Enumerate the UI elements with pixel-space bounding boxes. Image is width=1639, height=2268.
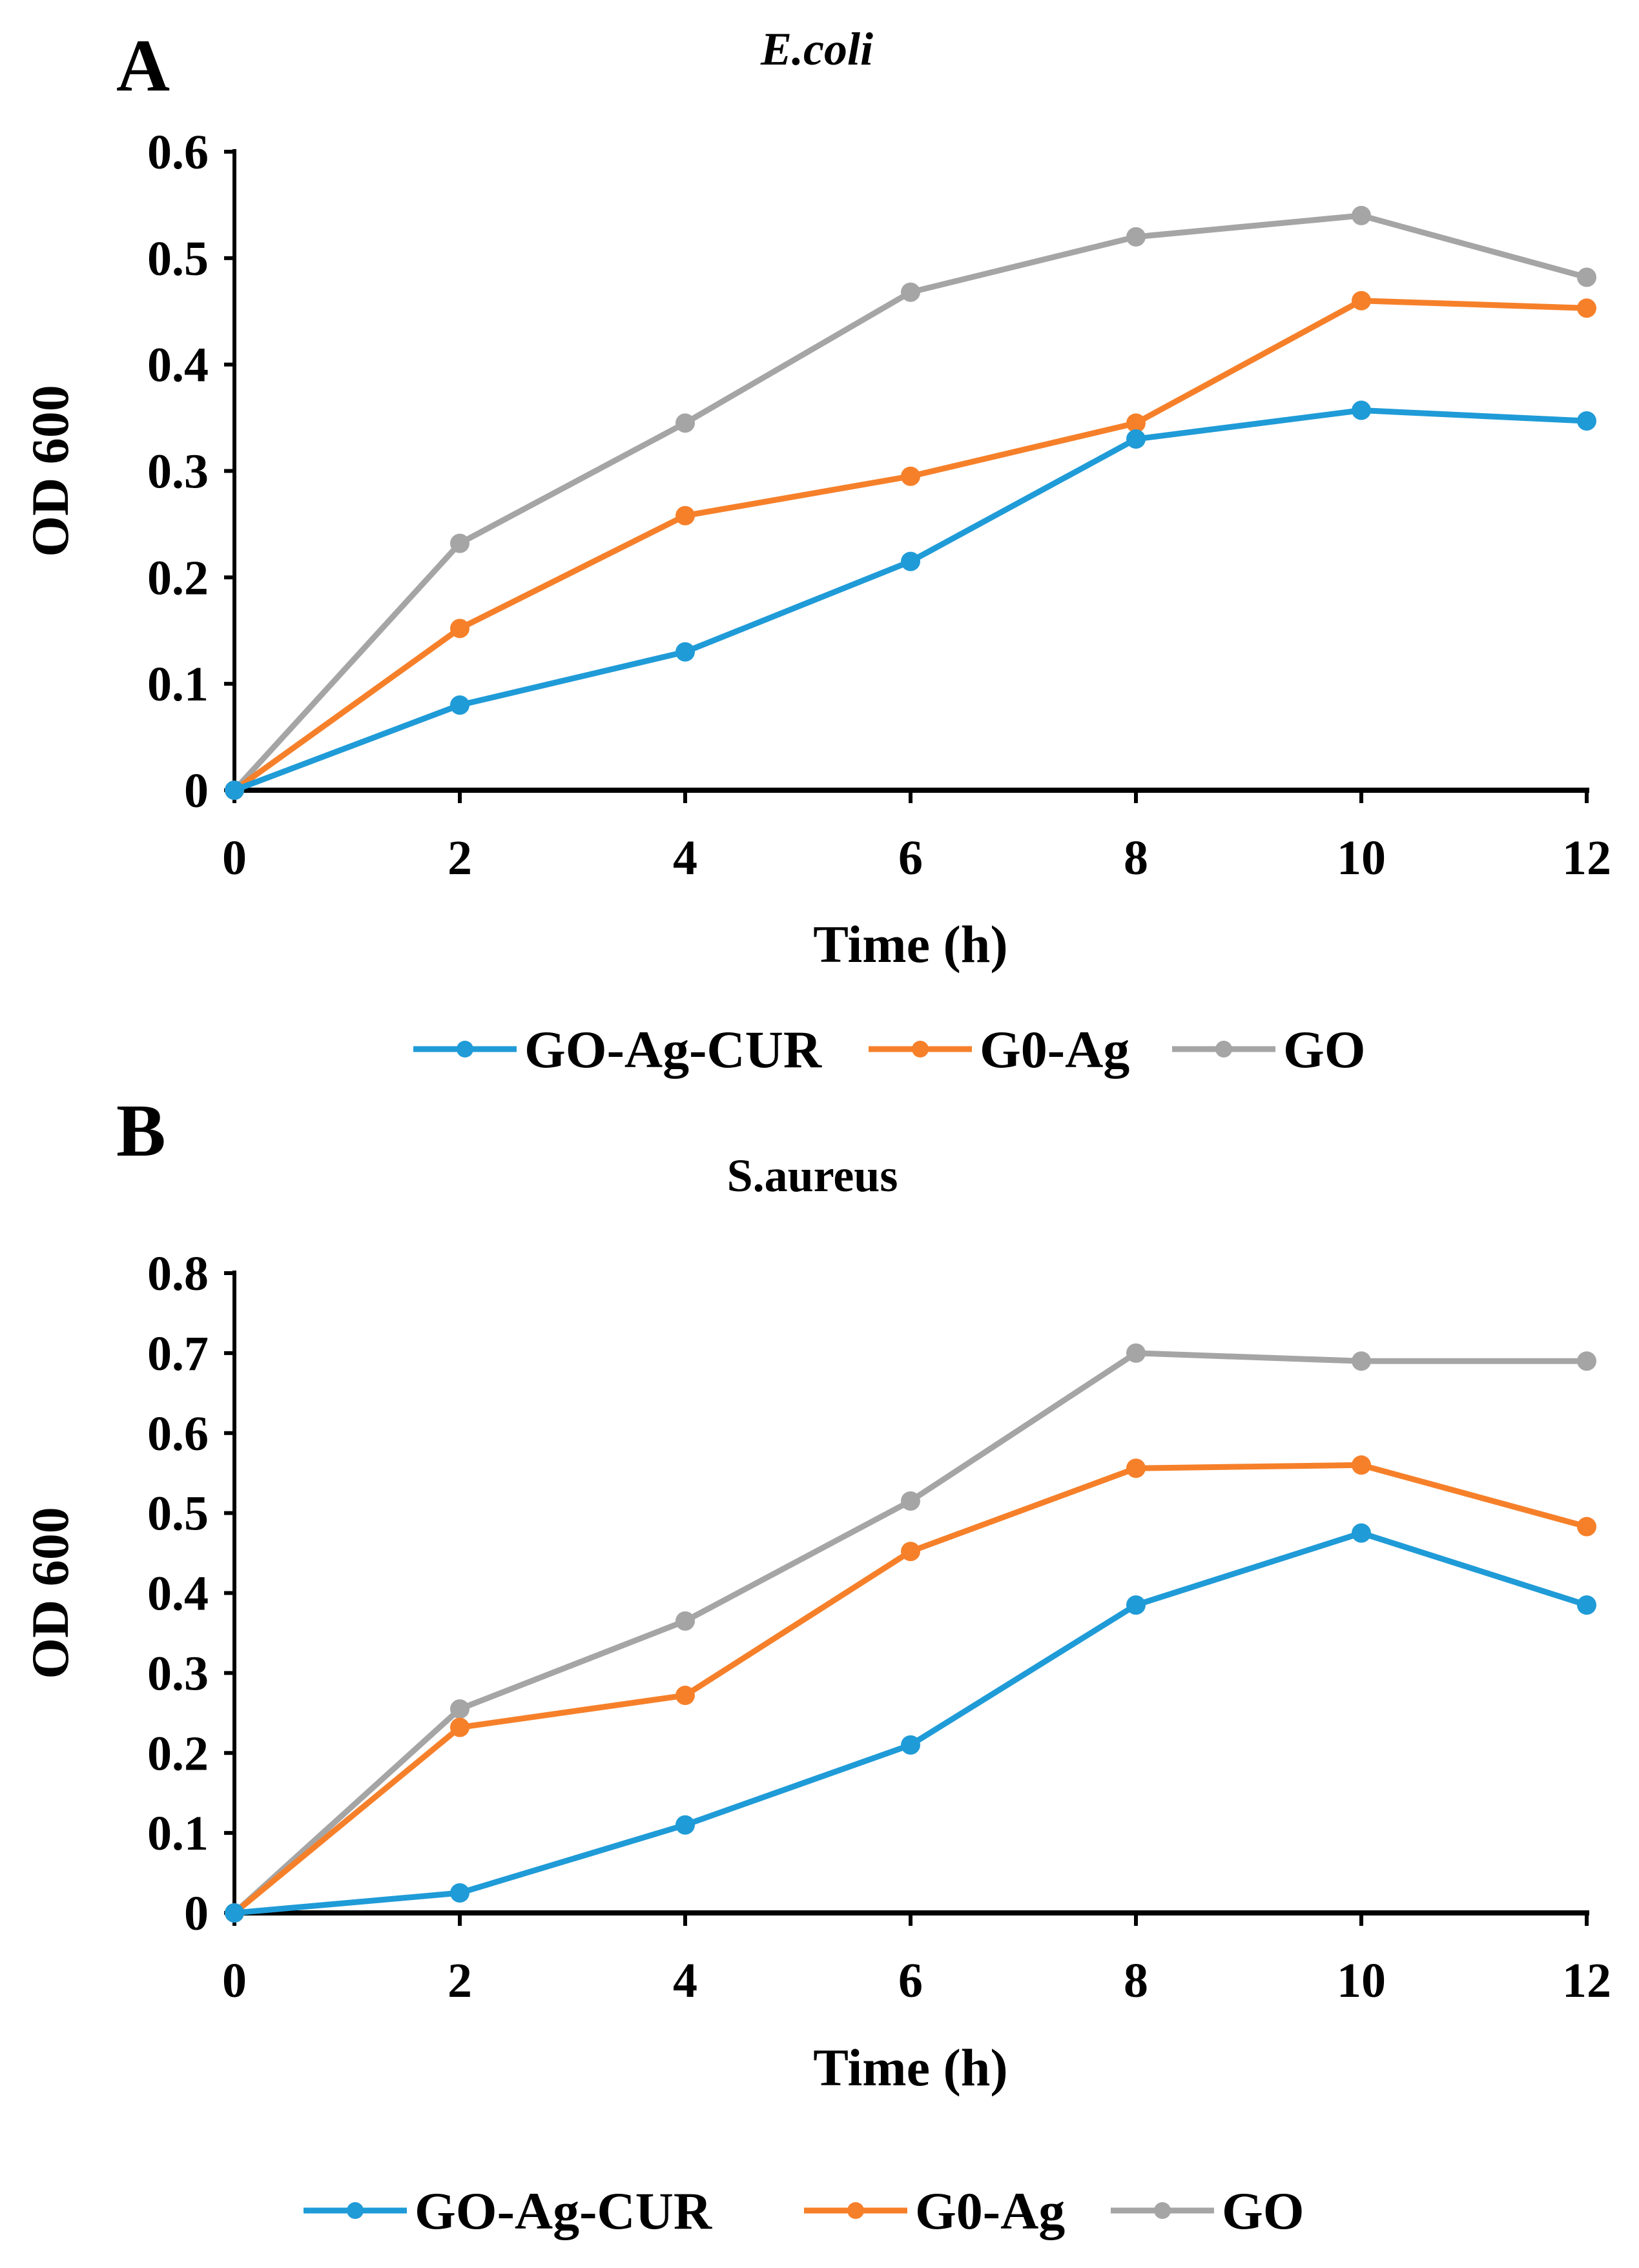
data-point xyxy=(1126,1595,1146,1615)
data-point xyxy=(901,1735,920,1755)
data-point xyxy=(225,781,244,800)
data-point xyxy=(1352,205,1371,225)
data-point xyxy=(1577,1517,1596,1537)
data-point xyxy=(1352,1351,1371,1371)
legend-swatch-marker xyxy=(1215,1041,1232,1057)
x-tick-label: 12 xyxy=(1562,831,1611,885)
y-tick-label: 0.1 xyxy=(147,657,209,711)
data-point xyxy=(1126,1343,1146,1363)
data-point xyxy=(225,1903,244,1923)
y-tick-label: 0.4 xyxy=(147,1567,209,1621)
series-line-go-ag-cur xyxy=(234,1530,1588,1916)
legend: GO-Ag-CUR G0-Ag GO xyxy=(304,2181,1304,2240)
x-axis-label: Time (h) xyxy=(813,2038,1007,2097)
y-tick-label: 0.2 xyxy=(147,551,209,605)
data-point xyxy=(901,1542,920,1562)
y-tick-label: 0.1 xyxy=(147,1806,209,1861)
y-axis-label: OD 600 xyxy=(21,385,79,557)
data-point xyxy=(1352,400,1371,420)
data-point xyxy=(901,551,920,571)
data-point xyxy=(901,282,920,302)
data-point xyxy=(1577,267,1596,287)
data-point xyxy=(675,642,695,662)
data-point xyxy=(1577,298,1596,318)
legend-label: G0-Ag xyxy=(915,2181,1065,2240)
data-point xyxy=(1352,1455,1371,1475)
data-point xyxy=(1577,411,1596,431)
y-axis-label: OD 600 xyxy=(21,1507,79,1679)
x-tick-label: 2 xyxy=(448,1954,472,2008)
data-point xyxy=(1126,1458,1146,1478)
data-point xyxy=(450,1883,469,1903)
legend-label: GO xyxy=(1283,1020,1366,1079)
x-tick-label: 6 xyxy=(898,1954,923,2008)
x-tick-label: 10 xyxy=(1337,1954,1386,2008)
y-tick-label: 0.2 xyxy=(147,1726,209,1781)
panel-label: A xyxy=(116,25,170,107)
y-tick-label: 0.7 xyxy=(147,1327,209,1381)
x-tick-label: 8 xyxy=(1124,1954,1148,2008)
x-tick-label: 4 xyxy=(673,1954,697,2008)
legend-swatch-marker xyxy=(1154,2202,1171,2219)
x-tick-label: 4 xyxy=(673,831,697,885)
data-point xyxy=(901,466,920,486)
data-point xyxy=(1126,227,1146,247)
chart-title: E.coli xyxy=(760,23,873,75)
data-point xyxy=(1126,429,1146,449)
y-tick-label: 0.3 xyxy=(147,445,209,499)
data-point xyxy=(1577,1595,1596,1615)
legend-label: G0-Ag xyxy=(980,1020,1129,1079)
chart-title: S.aureus xyxy=(727,1150,898,1201)
data-point xyxy=(450,695,469,715)
y-tick-label: 0.5 xyxy=(147,232,209,286)
series-line-g0-ag xyxy=(232,298,1587,793)
data-point xyxy=(450,1717,469,1737)
x-tick-label: 2 xyxy=(448,831,472,885)
x-tick-label: 10 xyxy=(1337,831,1386,885)
x-tick-label: 0 xyxy=(222,1954,247,2008)
data-point xyxy=(1352,1523,1371,1543)
data-point xyxy=(1577,1351,1596,1371)
y-tick-label: 0.4 xyxy=(147,338,209,393)
data-point xyxy=(675,1611,695,1631)
panel-label: B xyxy=(116,1090,166,1172)
x-tick-label: 8 xyxy=(1124,831,1148,885)
legend: GO-Ag-CUR G0-Ag GO xyxy=(413,1020,1366,1079)
data-point xyxy=(450,1699,469,1719)
data-point xyxy=(450,533,469,553)
series-line-g0-ag xyxy=(232,1462,1588,1916)
data-point xyxy=(675,506,695,526)
data-point xyxy=(675,413,695,433)
legend-label: GO-Ag-CUR xyxy=(524,1020,822,1079)
y-tick-label: 0.3 xyxy=(147,1646,209,1701)
legend-swatch-marker xyxy=(347,2202,364,2219)
x-axis-label: Time (h) xyxy=(813,915,1007,974)
data-point xyxy=(675,1815,695,1835)
legend-swatch-marker xyxy=(912,1041,929,1057)
y-tick-label: 0 xyxy=(184,1886,209,1941)
data-point xyxy=(450,618,469,639)
data-point xyxy=(1126,413,1146,433)
series-line-go xyxy=(232,1350,1587,1916)
y-tick-label: 0.5 xyxy=(147,1487,209,1541)
y-tick-label: 0 xyxy=(184,764,209,818)
x-tick-label: 6 xyxy=(898,831,923,885)
legend-label: GO-Ag-CUR xyxy=(415,2181,712,2240)
data-point xyxy=(675,1686,695,1706)
chart-panel-b: B S.aureus 0 0.1 0.2 0.3 0.4 0.5 0.6 0.7 0.8 0 2 4 6 8 1… xyxy=(21,1090,1611,2240)
data-point xyxy=(901,1491,920,1511)
legend-label: GO xyxy=(1222,2181,1304,2240)
y-tick-label: 0.6 xyxy=(147,1407,209,1461)
data-point xyxy=(1352,291,1371,311)
y-tick-label: 0.6 xyxy=(147,125,209,179)
chart-panel-a: A E.coli 0 0.1 0.2 0.3 0.4 0.5 0.6 0 2 4 6 8 10 12 Time … xyxy=(21,23,1611,1079)
x-tick-label: 0 xyxy=(222,831,247,885)
x-tick-label: 12 xyxy=(1562,1954,1611,2008)
legend-swatch-marker xyxy=(457,1041,473,1057)
legend-swatch-marker xyxy=(847,2202,864,2219)
y-tick-label: 0.8 xyxy=(147,1247,209,1301)
